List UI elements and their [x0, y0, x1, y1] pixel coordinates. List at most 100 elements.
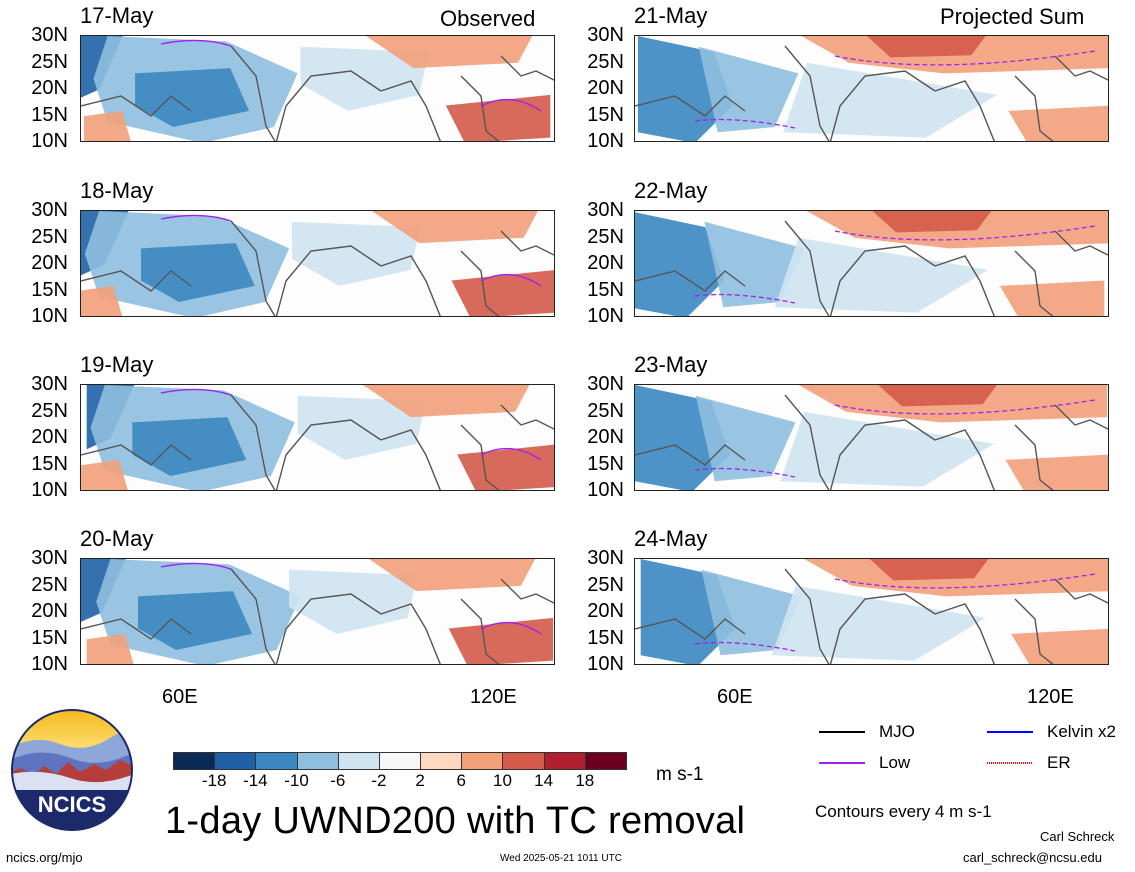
shaded-region [81, 285, 123, 316]
footer-timestamp: Wed 2025-05-21 1011 UTC [500, 853, 622, 864]
wind-anomaly-field [635, 36, 1108, 141]
footer-author: Carl Schreck [1040, 829, 1115, 844]
lat-label-20n: 20N [31, 77, 68, 99]
logo-text: NCICS [38, 792, 106, 817]
lat-label-30n: 30N [587, 547, 624, 569]
shaded-region [366, 36, 533, 69]
colorbar-tick-label: 2 [415, 771, 425, 790]
shaded-region [135, 68, 250, 127]
low-contour [160, 388, 542, 461]
colorbar-segment [461, 752, 504, 770]
coastline [275, 70, 382, 141]
map-panel-19-may [80, 384, 555, 491]
lon-label-60e-right: 60E [717, 686, 753, 708]
lat-label-25n: 25N [31, 399, 68, 422]
shaded-region [371, 211, 538, 244]
coastline [380, 603, 441, 664]
low-contour [160, 39, 542, 112]
wind-anomaly-field [635, 559, 1108, 664]
lon-label-60e-left: 60E [162, 686, 198, 708]
colorbar-segment [378, 752, 422, 770]
shaded-region [704, 221, 805, 308]
colorbar-tick-label: 18 [575, 771, 595, 790]
lat-label-25n: 25N [31, 225, 68, 248]
shaded-region [999, 280, 1105, 316]
footer-email: carl_schreck@ncsu.edu [963, 850, 1102, 865]
lat-label-15n: 15N [31, 452, 68, 475]
coastline [829, 245, 936, 316]
wind-anomaly-field [81, 559, 554, 664]
coastline [500, 404, 554, 430]
coastline [934, 80, 995, 141]
low-contour [694, 399, 1096, 478]
map-panel-23-may [634, 384, 1109, 491]
coastline [784, 394, 830, 490]
shaded-region [698, 46, 799, 133]
lon-label-120e-right: 120E [1027, 686, 1074, 708]
lat-label-30n: 30N [587, 373, 624, 395]
lat-label-15n: 15N [587, 278, 624, 301]
map-panel-21-may [634, 35, 1109, 142]
wind-anomaly-field [81, 385, 554, 490]
lat-label-10n: 10N [587, 305, 624, 327]
shaded-region [140, 243, 255, 302]
colorbar-segment [502, 752, 545, 770]
colorbar-tick-label: -6 [330, 771, 346, 790]
coastline [230, 394, 276, 490]
panel-date-22-may: 22-May [634, 178, 708, 203]
lat-label-30n: 30N [31, 199, 68, 221]
lat-label-10n: 10N [31, 305, 68, 327]
coastline [380, 429, 441, 490]
shaded-region [363, 385, 530, 418]
figure-title: 1-day UWND200 with TC removal [165, 800, 746, 842]
coastline [500, 55, 554, 81]
colorbar-segment [543, 752, 586, 770]
shaded-region [81, 459, 128, 490]
low-contour [694, 573, 1096, 652]
panel-date-19-may: 19-May [80, 352, 154, 377]
colorbar-tick-label: 14 [534, 771, 554, 790]
coastline [380, 80, 441, 141]
shaded-region [451, 270, 554, 316]
coastline [635, 444, 746, 466]
lat-label-20n: 20N [587, 77, 624, 99]
lat-label-25n: 25N [587, 573, 624, 596]
wind-anomaly-field [635, 211, 1108, 316]
lat-label-20n: 20N [31, 252, 68, 274]
lat-label-15n: 15N [587, 103, 624, 126]
shaded-region [635, 212, 725, 316]
wind-anomaly-field [81, 36, 554, 141]
coastline [81, 270, 192, 292]
colorbar-tick-label: -10 [284, 771, 309, 790]
coastline [829, 419, 936, 490]
coastline [934, 255, 995, 316]
coastline [500, 578, 554, 604]
observed-tag: Observed [440, 6, 536, 31]
shaded-region [866, 36, 986, 58]
shaded-region [1005, 454, 1108, 490]
coastline [635, 270, 746, 292]
lat-label-30n: 30N [31, 547, 68, 569]
ncics-logo: NCICS [10, 708, 134, 832]
map-panel-17-may [80, 35, 555, 142]
panel-date-20-may: 20-May [80, 526, 154, 551]
lat-label-10n: 10N [31, 130, 68, 152]
legend-low-label: Low [879, 753, 911, 772]
coastline [635, 618, 746, 640]
coastline [635, 95, 746, 117]
coastline [460, 75, 500, 141]
low-contour [160, 562, 542, 635]
lat-label-10n: 10N [587, 130, 624, 152]
coastline [1014, 250, 1054, 316]
coastline [275, 593, 382, 664]
colorbar-tick-label: -14 [243, 771, 268, 790]
projected-sum-tag: Projected Sum [940, 4, 1085, 29]
coastline [460, 598, 500, 664]
coastline [1054, 578, 1108, 604]
shaded-region [872, 211, 992, 233]
coastline [81, 444, 192, 466]
panel-date-18-may: 18-May [80, 178, 154, 203]
coastline [829, 70, 936, 141]
colorbar-segment [337, 752, 380, 770]
footer-url: ncics.org/mjo [6, 850, 83, 865]
